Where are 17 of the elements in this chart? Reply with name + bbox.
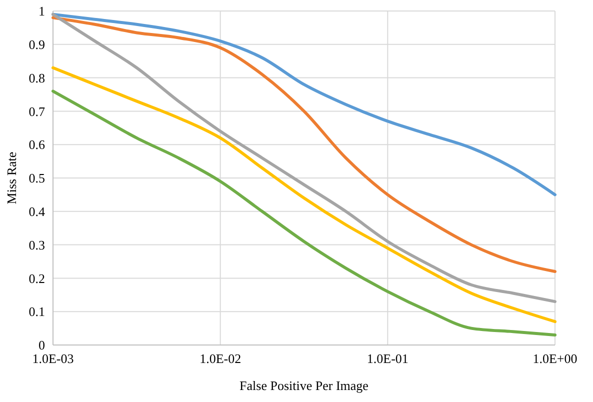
y-tick-label: 0.2 <box>28 270 45 286</box>
y-tick-label: 1 <box>38 4 45 19</box>
y-tick-label: 0.9 <box>28 36 45 52</box>
y-tick-label: 0.5 <box>28 170 45 186</box>
x-axis-title: False Positive Per Image <box>240 378 369 393</box>
y-tick-label: 0 <box>38 338 45 353</box>
y-axis-title: Miss Rate <box>4 152 19 204</box>
y-tick-label: 0.3 <box>28 237 45 252</box>
y-tick-label: 0.7 <box>28 104 46 119</box>
x-tick-label: 1.0E-02 <box>200 351 242 366</box>
x-tick-label: 1.0E-01 <box>366 351 408 366</box>
y-tick-label: 0.4 <box>28 204 46 219</box>
x-tick-label: 1.0E-03 <box>32 351 74 366</box>
y-tick-label: 0.8 <box>28 70 45 86</box>
y-tick-label: 0.1 <box>28 304 45 320</box>
y-tick-label: 0.6 <box>28 137 46 152</box>
x-tick-label: 1.0E+00 <box>532 351 578 366</box>
